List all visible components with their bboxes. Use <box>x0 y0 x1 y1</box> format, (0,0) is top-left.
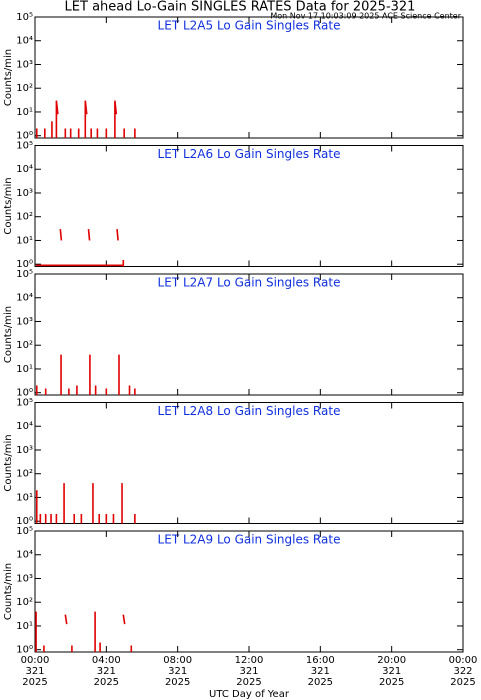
y-axis-label: Counts/min <box>3 49 14 106</box>
x-tick-label: 20:00 <box>377 655 406 666</box>
y-tick-label: 10⁰ <box>16 645 33 656</box>
panel-title: LET L2A8 Lo Gain Singles Rate <box>158 404 341 418</box>
plot-frame <box>34 530 464 653</box>
data-line <box>35 611 133 652</box>
chart-title: LET ahead Lo-Gain SINGLES RATES Data for… <box>65 0 416 15</box>
y-tick-label: 10⁰ <box>16 516 33 527</box>
x-tick-day: 321 <box>97 666 116 677</box>
x-tick-day: 322 <box>453 666 472 677</box>
x-tick-day: 321 <box>168 666 187 677</box>
y-tick-label: 10⁰ <box>16 131 33 142</box>
x-tick-day: 321 <box>311 666 330 677</box>
x-tick-label: 08:00 <box>163 655 192 666</box>
y-tick-label: 10¹ <box>16 235 33 246</box>
y-tick-label: 10² <box>16 340 33 351</box>
x-tick-year: 2025 <box>165 677 190 688</box>
x-tick-year: 2025 <box>308 677 333 688</box>
x-axis-label: UTC Day of Year <box>209 689 290 700</box>
y-tick-label: 10⁴ <box>16 36 33 47</box>
plot-frame <box>34 16 464 139</box>
x-tick-year: 2025 <box>379 677 404 688</box>
x-tick-label: 12:00 <box>235 655 264 666</box>
y-axis-label: Counts/min <box>3 434 14 491</box>
y-tick-label: 10³ <box>16 188 33 199</box>
y-tick-label: 10⁴ <box>16 293 33 304</box>
y-tick-label: 10¹ <box>16 621 33 632</box>
y-axis-label: Counts/min <box>3 563 14 620</box>
y-tick-label: 10⁵ <box>16 141 33 152</box>
x-tick-label: 00:00 <box>449 655 478 666</box>
data-line <box>35 483 136 524</box>
y-tick-label: 10⁴ <box>16 421 33 432</box>
timestamp: Mon Nov 17 10:03:09 2025 ACE Science Cen… <box>270 12 461 21</box>
plot-frame <box>34 145 464 267</box>
panel-title: LET L2A5 Lo Gain Singles Rate <box>158 19 341 33</box>
y-tick-label: 10⁵ <box>16 12 33 23</box>
x-tick-year: 2025 <box>94 677 119 688</box>
x-tick-year: 2025 <box>236 677 261 688</box>
x-tick-day: 321 <box>25 666 44 677</box>
x-tick-year: 2025 <box>22 677 47 688</box>
x-tick-year: 2025 <box>450 677 475 688</box>
y-tick-label: 10² <box>16 597 33 608</box>
y-tick-label: 10⁴ <box>16 550 33 561</box>
plot-frame <box>34 273 464 396</box>
x-tick-label: 04:00 <box>92 655 121 666</box>
y-tick-label: 10¹ <box>16 364 33 375</box>
y-tick-label: 10⁰ <box>16 388 33 399</box>
y-tick-label: 10¹ <box>16 107 33 118</box>
y-axis-label: Counts/min <box>3 306 14 363</box>
y-tick-label: 10⁴ <box>16 164 33 175</box>
x-tick-label: 00:00 <box>21 655 50 666</box>
data-line <box>35 100 136 138</box>
y-tick-label: 10³ <box>16 59 33 70</box>
x-tick-label: 16:00 <box>306 655 335 666</box>
x-tick-day: 321 <box>382 666 401 677</box>
y-tick-label: 10¹ <box>16 492 33 503</box>
data-line <box>35 354 136 395</box>
y-tick-label: 10³ <box>16 445 33 456</box>
y-tick-label: 10² <box>16 212 33 223</box>
y-tick-label: 10⁰ <box>16 259 33 270</box>
y-tick-label: 10² <box>16 469 33 480</box>
panel-title: LET L2A7 Lo Gain Singles Rate <box>158 276 341 290</box>
y-tick-label: 10² <box>16 83 33 94</box>
data-line <box>35 229 125 267</box>
x-tick-day: 321 <box>239 666 258 677</box>
panel-title: LET L2A6 Lo Gain Singles Rate <box>158 147 341 161</box>
y-tick-label: 10⁵ <box>16 269 33 280</box>
y-tick-label: 10⁵ <box>16 526 33 537</box>
y-tick-label: 10⁵ <box>16 398 33 409</box>
y-tick-label: 10³ <box>16 316 33 327</box>
plot-frame <box>34 402 464 524</box>
y-tick-label: 10³ <box>16 573 33 584</box>
y-axis-label: Counts/min <box>3 177 14 234</box>
panel-title: LET L2A9 Lo Gain Singles Rate <box>158 533 341 547</box>
